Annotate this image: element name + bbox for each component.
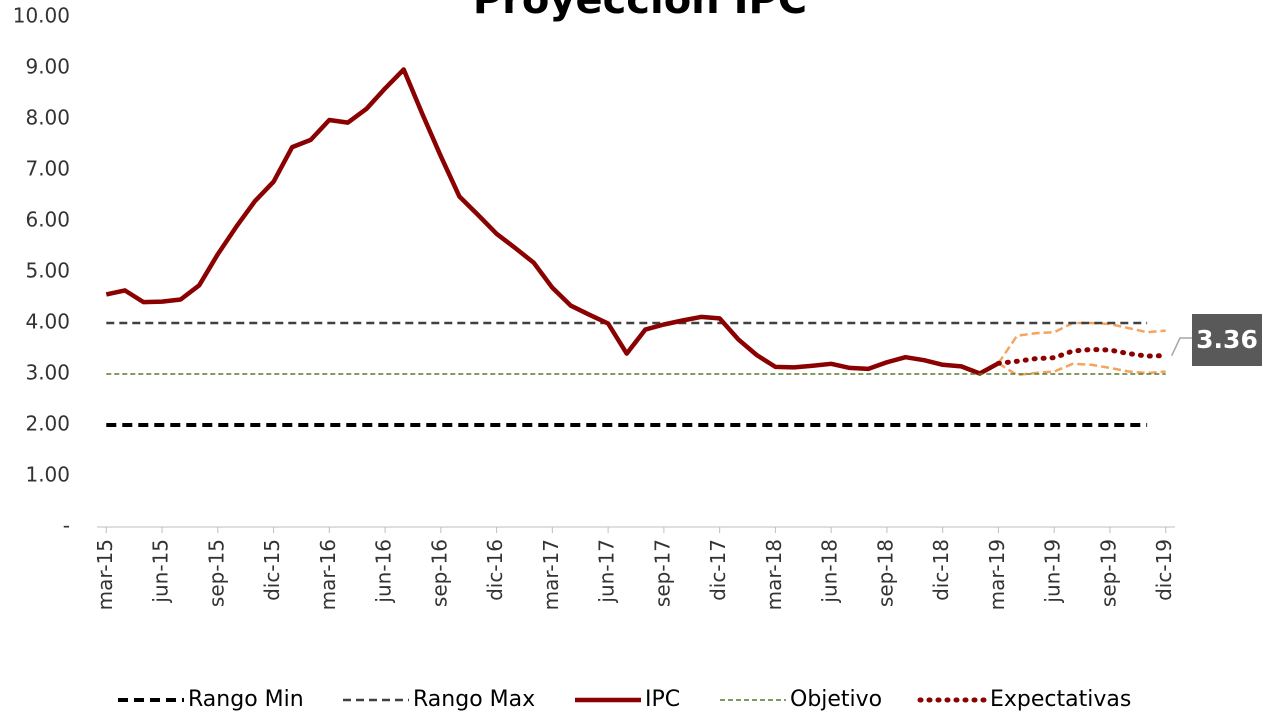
x-tick-label: jun-17 [595,539,619,604]
x-tick-label: dic-17 [706,539,730,601]
x-tick-label: mar-15 [93,539,117,610]
x-tick-label: jun-16 [372,539,396,604]
y-tick-label: 10.00 [13,4,70,28]
legend-label: Rango Max [413,687,535,712]
y-tick-label: 1.00 [25,463,70,487]
y-tick-label: 3.00 [25,361,70,385]
y-tick-label: 5.00 [25,259,70,283]
x-tick-label: sep-17 [650,539,674,607]
x-tick-label: sep-15 [204,539,228,607]
callout-line [1171,337,1192,356]
x-tick-label: mar-18 [762,539,786,610]
x-tick-label: sep-18 [873,539,897,607]
y-tick-label: 8.00 [25,106,70,130]
x-tick-label: dic-18 [929,539,953,601]
x-tick-label: dic-16 [483,539,507,601]
y-tick-label: 7.00 [25,157,70,181]
y-tick-label: - [63,514,70,538]
y-tick-label: 6.00 [25,208,70,232]
y-tick-label: 2.00 [25,412,70,436]
y-tick-label: 4.00 [25,310,70,334]
x-tick-label: jun-18 [818,539,842,604]
chart-title: Proyección IPC [473,0,807,23]
x-tick-label: sep-16 [427,539,451,607]
x-tick-label: sep-19 [1096,539,1120,607]
series-line [995,347,1169,366]
legend-label: Expectativas [990,687,1131,712]
legend-label: Objetivo [790,687,882,712]
series-line [105,67,1000,376]
x-tick-label: mar-17 [539,539,563,610]
legend-label: Rango Min [188,687,304,712]
x-tick-label: jun-19 [1041,539,1065,604]
x-tick-label: mar-16 [316,539,340,610]
data-label: 3.36 [1196,325,1258,354]
callout-box [1192,314,1262,366]
x-tick-label: dic-19 [1152,539,1176,601]
x-tick-label: jun-15 [149,539,173,604]
x-tick-label: dic-15 [260,539,284,601]
y-tick-label: 9.00 [25,55,70,79]
x-tick-label: mar-19 [985,539,1009,610]
legend-label: IPC [645,687,680,712]
